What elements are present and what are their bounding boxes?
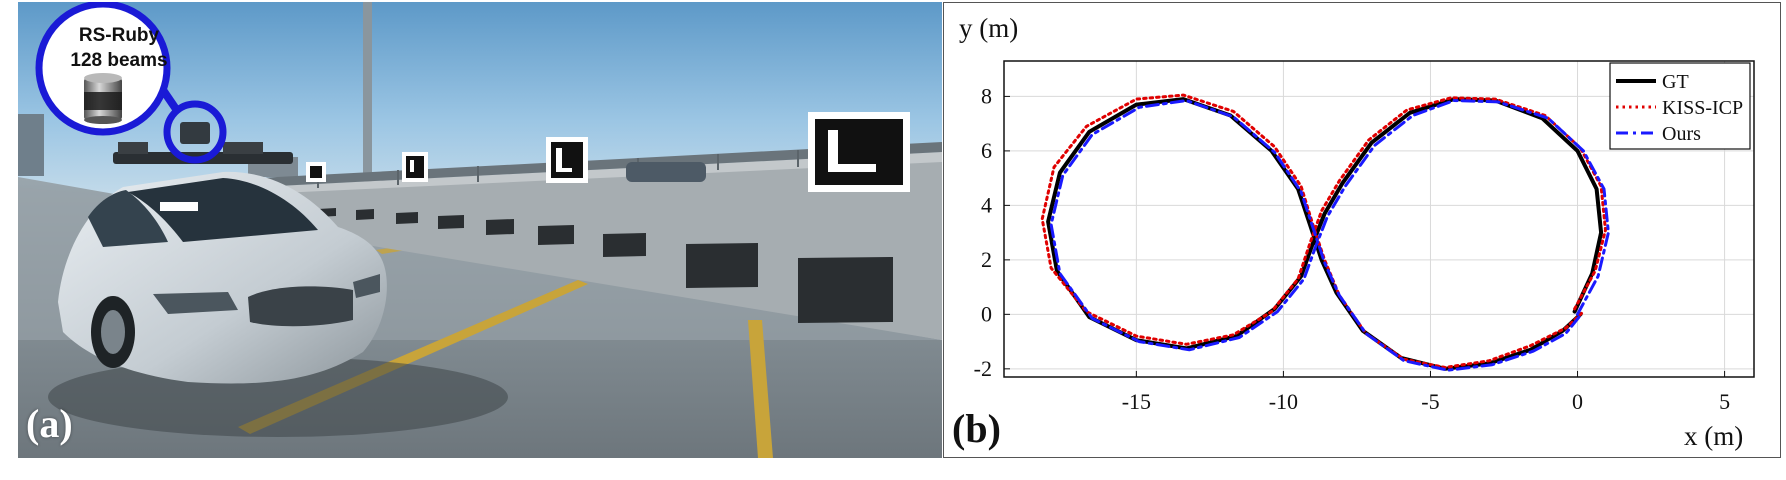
photo-panel: RS-Ruby 128 beams (a) (18, 2, 942, 458)
legend-label: Ours (1662, 123, 1701, 145)
x-tick-label: -10 (1269, 389, 1298, 414)
vehicle-photo (18, 2, 942, 458)
legend-label: KISS-ICP (1662, 97, 1743, 119)
panel-b-label: (b) (952, 406, 1001, 451)
x-tick-label: 0 (1572, 389, 1583, 414)
plot-frame (1003, 60, 1755, 378)
y-tick-label: 8 (981, 83, 992, 108)
y-tick-label: 2 (981, 247, 992, 272)
trajectory-chart-panel: -15 -10 -5 0 5 -2 0 2 4 6 8 GT KISS-ICP Ours y (m) x… (943, 2, 1781, 458)
trajectory-chart: -15 -10 -5 0 5 -2 0 2 4 6 8 GT KISS-ICP Ours y (m) x… (959, 13, 1755, 451)
x-tick-label: -5 (1421, 389, 1439, 414)
lidar-sensor-icon (84, 73, 122, 124)
x-tick-label: -15 (1122, 389, 1151, 414)
legend-label: GT (1662, 71, 1689, 93)
series-line-gt (1046, 97, 1604, 371)
y-tick-label: 6 (981, 138, 992, 163)
x-tick-label: 5 (1719, 389, 1730, 414)
y-tick-label: 4 (981, 192, 992, 217)
y-tick-label: -2 (974, 356, 992, 381)
y-tick-label: 0 (981, 301, 992, 326)
y-axis-label: y (m) (959, 13, 1018, 43)
series-line-kiss-icp (1040, 93, 1607, 369)
series-line-ours (1049, 99, 1610, 372)
x-axis-label: x (m) (1684, 421, 1743, 451)
panel-a-label: (a) (26, 401, 73, 446)
sensor-name-label: RS-Ruby (78, 25, 160, 46)
legend-box (1609, 62, 1751, 150)
sensor-beams-label: 128 beams (70, 50, 168, 71)
